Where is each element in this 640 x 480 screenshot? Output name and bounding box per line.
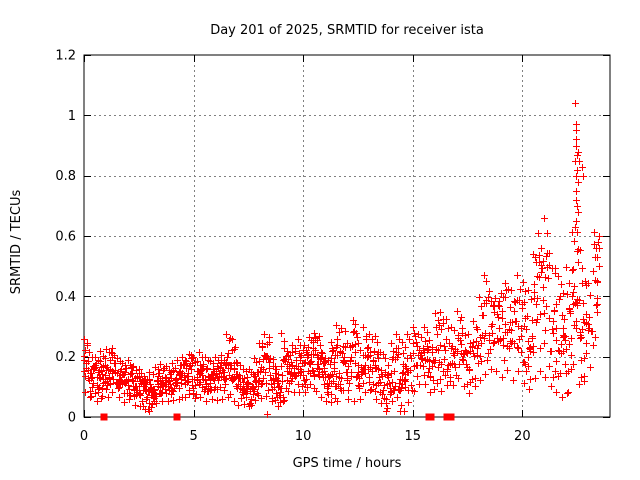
chart-title: Day 201 of 2025, SRMTID for receiver ist… [210,23,484,38]
baseline-square-marker [100,413,108,421]
baseline-square-marker [447,413,455,421]
baseline-square-marker [173,413,181,421]
gridlines [84,55,610,417]
x-tick-label: 20 [514,429,531,444]
baseline-square-marker [427,413,435,421]
x-tick-label: 15 [404,429,421,444]
y-tick-label: 0.6 [55,230,76,245]
baseline-square-markers [100,413,455,421]
x-tick-labels: 0 5 10 15 20 [80,429,531,444]
x-tick-label: 0 [80,429,88,444]
y-tick-label: 0.8 [55,169,76,184]
y-tick-label: 0 [68,411,76,426]
x-tick-label: 5 [189,429,197,444]
y-tick-label: 0.2 [55,350,76,365]
y-tick-label: 1.2 [55,49,76,64]
x-tick-label: 10 [295,429,312,444]
scatter-points [81,100,603,418]
baseline-square-marker [443,413,451,421]
srmtid-plus-markers [81,100,603,418]
y-tick-labels: 0 0.2 0.4 0.6 0.8 1 1.2 [55,49,76,426]
y-axis-label: SRMTID / TECUs [9,190,24,295]
x-axis-label: GPS time / hours [293,456,402,471]
tick-marks [84,55,610,418]
y-tick-label: 0.4 [55,290,76,305]
y-tick-label: 1 [68,109,76,124]
